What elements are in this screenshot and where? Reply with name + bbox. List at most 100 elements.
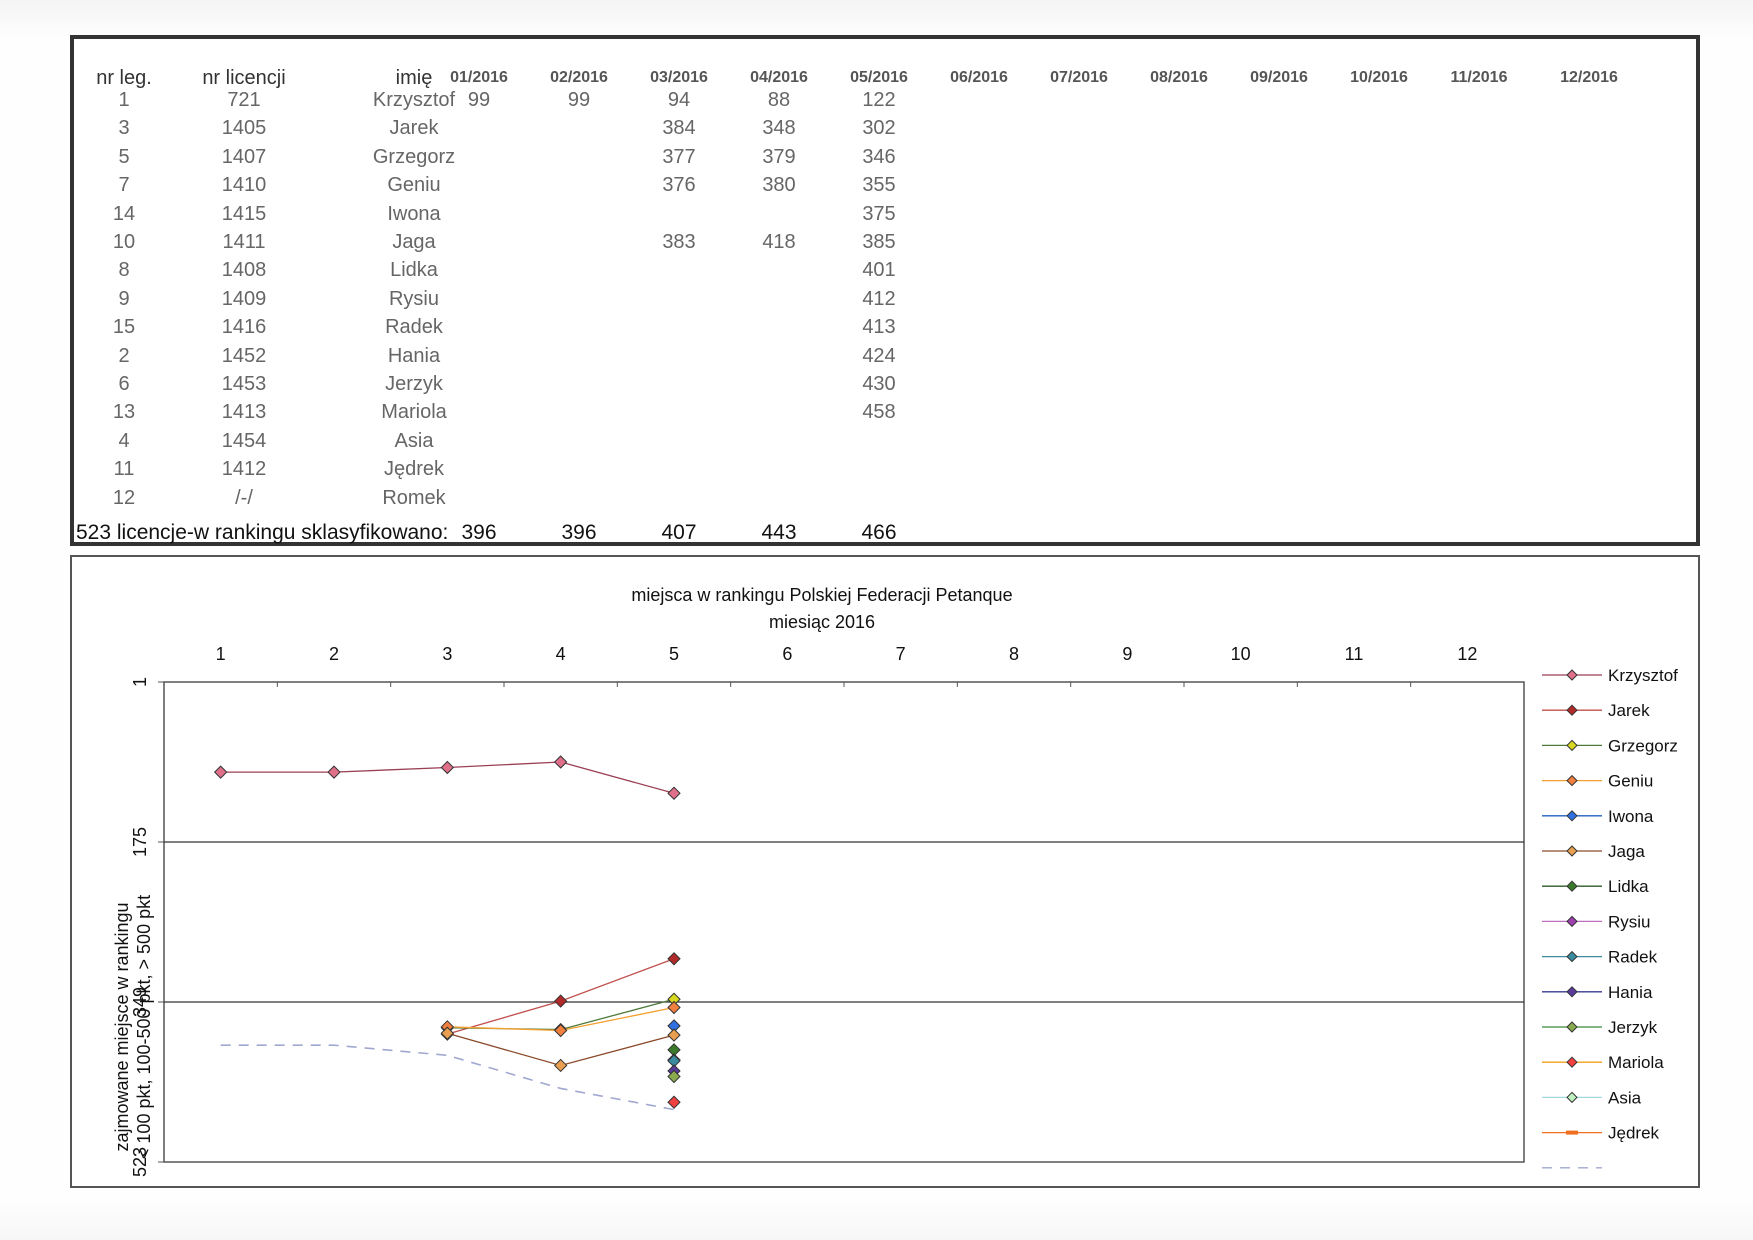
x-tick-label: 10 — [1231, 644, 1251, 664]
cell-nr-leg: 3 — [118, 117, 130, 140]
cell-imie: Krzysztof — [372, 89, 456, 111]
x-tick-label: 5 — [669, 644, 679, 664]
legend-label: Grzegorz — [1608, 736, 1678, 755]
cell-nr-licencji: 1411 — [222, 231, 266, 253]
legend-marker — [1566, 950, 1578, 963]
series-line-total — [220, 1044, 675, 1111]
cell-month-value: 377 — [662, 145, 696, 168]
cell-imie: Romek — [382, 486, 446, 509]
cell-nr-licencji: /-/ — [235, 486, 253, 509]
legend-marker — [1566, 810, 1578, 822]
x-tick-label: 1 — [216, 644, 226, 664]
cell-month-value: 379 — [762, 145, 796, 168]
cell-nr-leg: 12 — [112, 486, 136, 509]
cell-month-value: 385 — [862, 231, 896, 253]
header-month-4: 04/2016 — [750, 69, 808, 86]
legend-label: Lidka — [1608, 877, 1649, 896]
legend-marker — [1566, 704, 1578, 716]
x-tick-label: 12 — [1457, 644, 1477, 664]
cell-nr-licencji: 1405 — [221, 117, 267, 140]
cell-month-value: 88 — [767, 89, 791, 111]
cell-month-value: 384 — [662, 117, 696, 140]
header-month-11: 11/2016 — [1450, 69, 1508, 86]
cell-imie: Jarek — [389, 117, 439, 140]
ranking-table: nr leg. nr licencji imię 01/2016 02/2016 0… — [70, 35, 1700, 546]
legend-marker — [1566, 915, 1578, 928]
cell-imie: Iwona — [387, 202, 441, 225]
plot-area — [163, 681, 1525, 1163]
header-month-9: 09/2016 — [1250, 69, 1308, 86]
cell-month-value: 430 — [862, 373, 896, 395]
data-point — [667, 786, 681, 800]
cell-imie: Radek — [385, 316, 443, 339]
legend-label: Hania — [1608, 983, 1653, 1002]
x-tick-label: 4 — [556, 644, 566, 664]
data-point — [667, 1000, 681, 1015]
header-month-6: 06/2016 — [950, 69, 1008, 86]
header-month-10: 10/2016 — [1350, 69, 1408, 86]
legend-label: Geniu — [1608, 772, 1653, 791]
header-month-7: 07/2016 — [1050, 69, 1108, 86]
cell-imie: Rysiu — [388, 287, 439, 310]
cell-month-value: 99 — [467, 89, 491, 111]
cell-nr-leg: 2 — [118, 344, 130, 367]
y-tick-label: 175 — [130, 827, 150, 857]
cell-nr-licencji: 1407 — [221, 145, 267, 168]
legend-label: Rysiu — [1608, 912, 1651, 931]
data-point — [553, 994, 568, 1008]
cell-nr-leg: 8 — [118, 259, 130, 282]
cell-nr-licencji: 1415 — [221, 202, 267, 225]
cell-month-value: 99 — [567, 89, 591, 111]
cell-nr-leg: 5 — [118, 145, 130, 168]
cell-nr-leg: 15 — [112, 316, 136, 339]
cell-imie: Jaga — [392, 231, 436, 253]
cell-nr-leg: 14 — [112, 202, 136, 225]
data-point — [667, 952, 681, 966]
legend-label: Iwona — [1608, 807, 1654, 826]
cell-month-value: 348 — [762, 117, 796, 140]
footer-value: 396 — [561, 521, 597, 544]
cell-imie: Lidka — [390, 259, 438, 282]
cell-nr-leg: 11 — [113, 458, 135, 481]
cell-nr-licencji: 1412 — [221, 458, 267, 481]
cell-month-value: 413 — [862, 316, 896, 339]
cell-imie: Mariola — [381, 401, 447, 424]
legend-label: Krzysztof — [1608, 666, 1678, 685]
y-tick-label: 1 — [130, 677, 150, 687]
cell-nr-licencji: 1408 — [221, 259, 267, 282]
cell-month-value: 302 — [862, 117, 896, 140]
legend-marker — [1566, 1091, 1578, 1104]
cell-imie: Geniu — [387, 174, 441, 197]
cell-imie: Hania — [387, 344, 441, 367]
cell-nr-leg: 1 — [118, 89, 130, 111]
legend-marker — [1566, 1130, 1578, 1135]
cell-month-value: 418 — [762, 231, 796, 253]
data-point — [553, 1058, 568, 1073]
footer-value: 443 — [761, 521, 797, 544]
header-month-12: 12/2016 — [1560, 69, 1618, 86]
header-month-2: 02/2016 — [550, 69, 608, 86]
legend-marker — [1566, 774, 1578, 787]
ranking-chart: miejsca w rankingu Polskiej Federacji Pe… — [70, 555, 1700, 1188]
cell-month-value: 94 — [667, 89, 691, 111]
header-month-5: 05/2016 — [850, 69, 908, 86]
cell-imie: Asia — [394, 429, 434, 452]
data-point — [213, 765, 228, 779]
cell-month-value: 424 — [862, 344, 896, 367]
cell-month-value: 383 — [662, 231, 696, 253]
header-month-3: 03/2016 — [650, 69, 708, 86]
legend-label: Radek — [1608, 948, 1658, 967]
legend-label: Jaga — [1608, 842, 1645, 861]
header-imie: imię — [395, 67, 433, 89]
data-point — [553, 1023, 568, 1038]
cell-nr-licencji: 1413 — [221, 401, 267, 424]
data-point — [667, 1028, 681, 1042]
legend-marker — [1566, 669, 1578, 681]
cell-nr-leg: 6 — [118, 373, 130, 395]
footer-value: 396 — [461, 521, 497, 544]
cell-nr-licencji: 1410 — [221, 174, 267, 197]
cell-nr-licencji: 1452 — [221, 344, 267, 367]
x-tick-label: 6 — [782, 644, 792, 664]
cell-nr-leg: 9 — [118, 287, 130, 310]
chart-title: miejsca w rankingu Polskiej Federacji Pe… — [631, 585, 1012, 605]
